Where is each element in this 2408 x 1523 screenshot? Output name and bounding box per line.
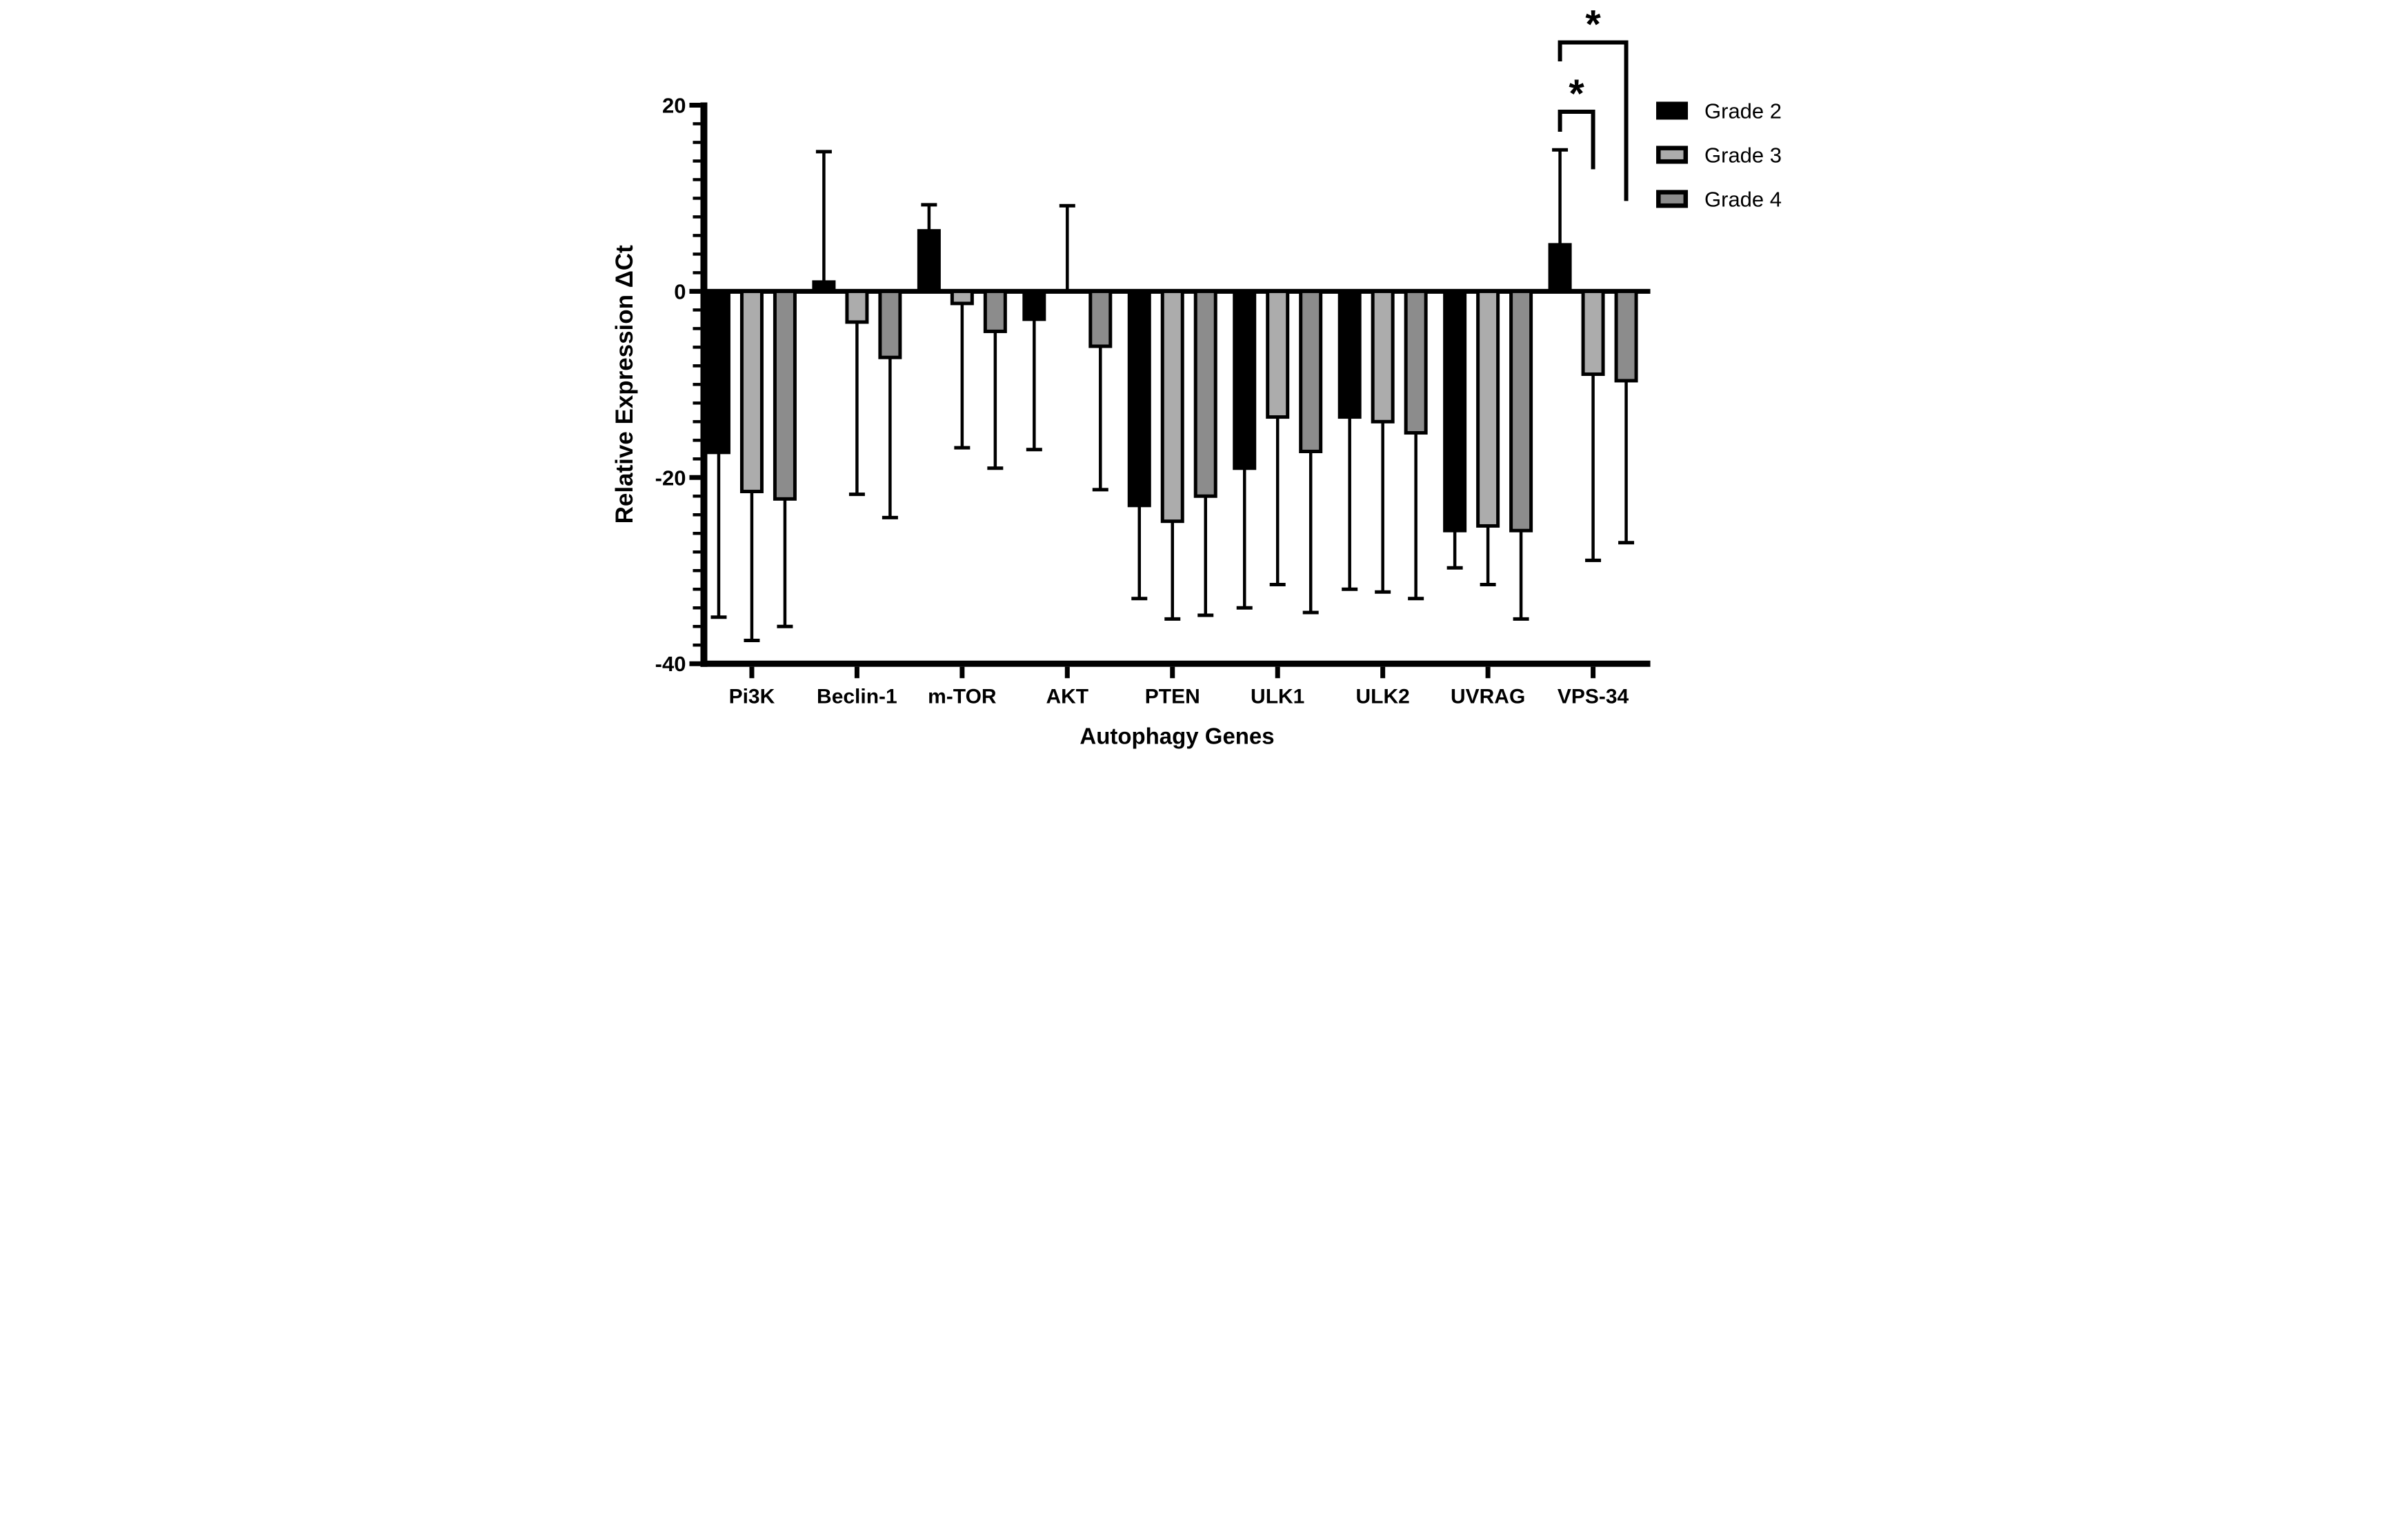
bar-UVRAG-Grade-2 xyxy=(1443,289,1467,532)
y-tick-label: -20 xyxy=(655,466,686,490)
bar-ULK1-Grade-4 xyxy=(1299,289,1323,454)
y-tick-label: 20 xyxy=(662,93,686,117)
bars xyxy=(706,148,1638,642)
x-tick-label: ULK1 xyxy=(1251,686,1304,708)
bar-PTEN-Grade-3 xyxy=(1160,289,1184,524)
series-grade-4 xyxy=(773,289,1638,628)
significance-asterisk: * xyxy=(1585,2,1601,46)
bar-Pi3K-Grade-2 xyxy=(706,289,730,455)
x-tick-label: Beclin-1 xyxy=(817,686,897,708)
legend-swatch-fill xyxy=(1660,150,1684,159)
x-tick-label: m-TOR xyxy=(928,686,997,708)
x-tick-label: PTEN xyxy=(1145,686,1200,708)
bar-m-TOR-Grade-3 xyxy=(950,289,974,306)
bar-Pi3K-Grade-4 xyxy=(773,289,797,501)
bar-PTEN-Grade-4 xyxy=(1193,289,1217,498)
x-tick-label: ULK2 xyxy=(1356,686,1410,708)
legend: Grade 2 Grade 3 Grade 4 xyxy=(1656,99,1782,211)
x-tick-label: VPS-34 xyxy=(1558,686,1629,708)
bar-Beclin-1-Grade-4 xyxy=(878,289,902,359)
x-ticks: Pi3K Beclin-1 m-TOR AKT PTEN ULK1 ULK2 UVRAG VPS… xyxy=(729,666,1629,708)
bar-Beclin-1-Grade-3 xyxy=(845,289,869,324)
x-tick-label: AKT xyxy=(1046,686,1088,708)
chart-canvas: 20 0 -20 -40 Pi3K Beclin-1 m-TOR AKT PTEN ULK1 ULK… xyxy=(602,0,1806,762)
bar-Beclin-1-Grade-2 xyxy=(812,280,836,293)
y-tick-label: 0 xyxy=(674,279,686,303)
bar-ULK2-Grade-4 xyxy=(1404,289,1428,435)
bar-ULK2-Grade-3 xyxy=(1371,289,1395,424)
x-tick-label: Pi3K xyxy=(729,686,775,708)
bar-Pi3K-Grade-3 xyxy=(739,289,764,494)
bar-ULK1-Grade-3 xyxy=(1266,289,1290,419)
x-tick-label: UVRAG xyxy=(1451,686,1525,708)
bar-m-TOR-Grade-4 xyxy=(983,289,1007,333)
legend-label: Grade 2 xyxy=(1704,99,1782,123)
x-axis-title: Autophagy Genes xyxy=(1079,724,1274,749)
y-axis-title: Relative Expression ΔCt xyxy=(611,245,638,524)
bar-UVRAG-Grade-3 xyxy=(1476,289,1500,528)
bar-VPS-34-Grade-2 xyxy=(1548,243,1572,293)
significance-bracket xyxy=(1558,109,1595,170)
legend-swatch xyxy=(1656,101,1689,120)
bar-AKT-Grade-2 xyxy=(1022,289,1046,321)
legend-label: Grade 3 xyxy=(1704,143,1782,167)
bar-PTEN-Grade-2 xyxy=(1127,289,1151,508)
y-ticks: 20 0 -20 -40 xyxy=(655,93,701,676)
significance-brackets: ** xyxy=(1558,2,1629,201)
series-grade-3 xyxy=(739,203,1605,642)
bar-ULK1-Grade-2 xyxy=(1233,289,1257,470)
bar-VPS-34-Grade-3 xyxy=(1581,289,1605,376)
significance-asterisk: * xyxy=(1569,72,1584,116)
legend-label: Grade 4 xyxy=(1704,187,1782,211)
y-tick-label: -40 xyxy=(655,652,686,676)
bar-m-TOR-Grade-2 xyxy=(917,229,941,293)
series-grade-2 xyxy=(706,148,1572,619)
bar-VPS-34-Grade-4 xyxy=(1614,289,1638,383)
figure-container: 20 0 -20 -40 Pi3K Beclin-1 m-TOR AKT PTEN ULK1 ULK… xyxy=(602,0,1806,762)
bar-ULK2-Grade-2 xyxy=(1337,289,1362,419)
legend-swatch-fill xyxy=(1660,194,1684,203)
bar-UVRAG-Grade-4 xyxy=(1509,289,1533,532)
significance-bracket xyxy=(1558,40,1629,201)
bar-AKT-Grade-4 xyxy=(1088,289,1113,348)
